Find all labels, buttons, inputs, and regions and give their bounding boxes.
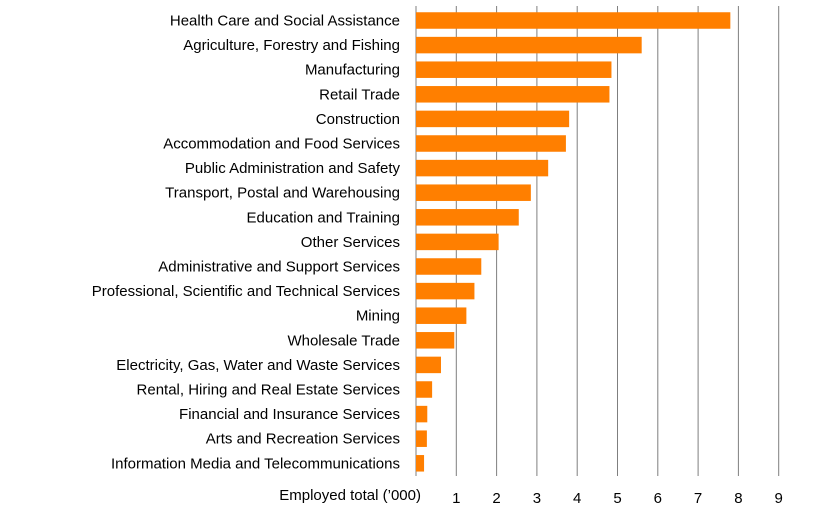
bar [416, 356, 441, 374]
x-tick-label: 8 [734, 490, 742, 507]
bar [416, 61, 612, 78]
x-tick-label: 7 [694, 490, 702, 507]
bar [416, 159, 549, 177]
bar [416, 332, 455, 349]
category-label: Information Media and Telecommunications [111, 455, 400, 472]
category-label: Professional, Scientific and Technical S… [92, 283, 400, 300]
category-label: Wholesale Trade [287, 332, 400, 349]
bar [416, 430, 427, 447]
bar [416, 233, 499, 251]
x-tick-label: 6 [654, 490, 662, 507]
category-label: Other Services [301, 234, 400, 251]
x-tick-labels: 1 2 3 4 5 6 7 8 9 [452, 490, 783, 507]
bar [416, 86, 610, 103]
category-label: Retail Trade [319, 86, 400, 103]
category-label: Financial and Insurance Services [179, 406, 400, 423]
x-tick-label: 3 [533, 490, 541, 507]
bar [416, 135, 566, 152]
category-label: Transport, Postal and Warehousing [165, 185, 400, 202]
bar [416, 12, 731, 29]
bar [416, 282, 475, 300]
category-label: Rental, Hiring and Real Estate Services [137, 382, 400, 399]
category-label: Administrative and Support Services [158, 259, 400, 276]
bars [416, 12, 731, 472]
category-label: Health Care and Social Assistance [170, 13, 400, 30]
bar [416, 184, 531, 201]
bar [416, 258, 482, 275]
bar [416, 455, 425, 472]
x-tick-label: 2 [492, 490, 500, 507]
x-tick-label: 9 [775, 490, 783, 507]
bar [416, 36, 642, 54]
bar [416, 307, 467, 324]
category-label: Education and Training [247, 209, 400, 226]
bar [416, 209, 519, 226]
category-label: Construction [316, 111, 400, 128]
category-label: Mining [356, 308, 400, 325]
x-tick-label: 5 [613, 490, 621, 507]
x-tick-label: 1 [452, 490, 460, 507]
bar [416, 381, 433, 398]
x-tick-label: 4 [573, 490, 581, 507]
category-label: Agriculture, Forestry and Fishing [183, 37, 400, 54]
category-label: Electricity, Gas, Water and Waste Servic… [116, 357, 400, 374]
category-label: Accommodation and Food Services [163, 136, 400, 153]
gridlines [415, 6, 780, 476]
bar [416, 405, 428, 423]
category-label: Arts and Recreation Services [206, 431, 400, 448]
bar [416, 110, 570, 128]
x-axis-title: Employed total (’000) [279, 487, 421, 504]
category-label: Public Administration and Safety [185, 160, 401, 177]
category-labels: Health Care and Social Assistance Agricul… [92, 13, 401, 473]
category-label: Manufacturing [305, 62, 400, 79]
